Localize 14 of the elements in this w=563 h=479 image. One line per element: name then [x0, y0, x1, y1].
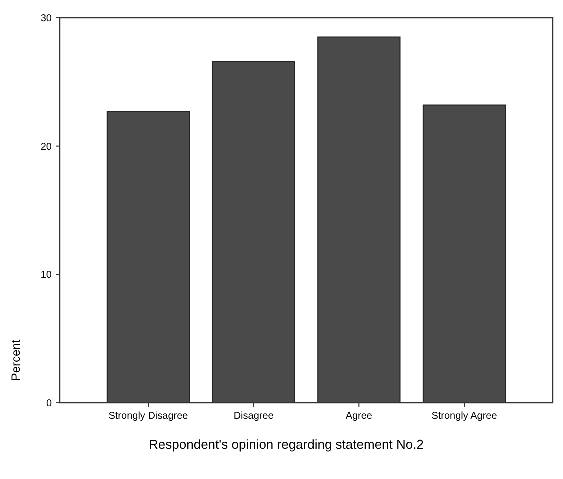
y-tick-label: 20	[40, 142, 52, 153]
x-axis-title: Respondent's opinion regarding statement No.2	[149, 437, 424, 452]
y-axis-title: Percent	[9, 339, 23, 382]
y-tick-label: 0	[46, 398, 52, 410]
x-tick-label: Strongly Disagree	[108, 411, 189, 422]
y-tick-label: 30	[40, 14, 52, 24]
x-tick-label: Strongly Agree	[432, 411, 498, 422]
bar	[422, 104, 506, 404]
bar	[106, 111, 190, 404]
y-tick-label: 10	[40, 270, 52, 282]
bar	[318, 36, 401, 404]
x-tick-label: Agree	[346, 411, 373, 422]
bar	[212, 61, 296, 404]
x-tick-label: Disagree	[234, 411, 274, 422]
